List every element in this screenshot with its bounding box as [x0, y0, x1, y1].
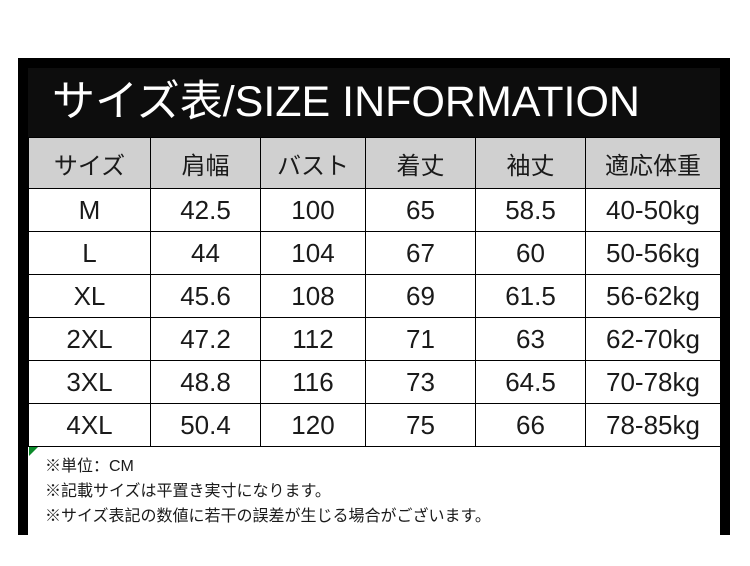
cell-weight: 40-50kg [585, 188, 721, 232]
cell-shoulder: 47.2 [150, 317, 261, 361]
cell-length: 67 [365, 231, 476, 275]
page-title: サイズ表/SIZE INFORMATION [52, 78, 640, 126]
cell-length: 69 [365, 274, 476, 318]
cell-bust: 104 [260, 231, 366, 275]
cell-bust: 112 [260, 317, 366, 361]
table-row: M 42.5 100 65 58.5 40-50kg [28, 188, 721, 232]
cell-bust: 116 [260, 360, 366, 404]
size-table: サイズ 肩幅 バスト 着丈 袖丈 適応体重 M 42.5 100 65 58.5 [28, 137, 721, 447]
cell-shoulder: 45.6 [150, 274, 261, 318]
comment-indicator-icon [29, 447, 38, 456]
cell-size: 3XL [28, 360, 151, 404]
table-row: 3XL 48.8 116 73 64.5 70-78kg [28, 360, 721, 404]
cell-shoulder: 44 [150, 231, 261, 275]
cell-bust: 100 [260, 188, 366, 232]
cell-length: 73 [365, 360, 476, 404]
column-header-sleeve: 袖丈 [475, 137, 586, 189]
cell-weight: 70-78kg [585, 360, 721, 404]
table-row: 2XL 47.2 112 71 63 62-70kg [28, 317, 721, 361]
cell-size: M [28, 188, 151, 232]
cell-size: 2XL [28, 317, 151, 361]
cell-length: 75 [365, 403, 476, 447]
size-chart-panel-inner: サイズ表/SIZE INFORMATION サイズ 肩幅 バスト 着丈 袖丈 適… [28, 68, 721, 536]
cell-sleeve: 60 [475, 231, 586, 275]
cell-bust: 108 [260, 274, 366, 318]
size-table-body: M 42.5 100 65 58.5 40-50kg L 44 104 67 6… [28, 188, 721, 447]
table-header-row: サイズ 肩幅 バスト 着丈 袖丈 適応体重 [28, 137, 721, 189]
cell-sleeve: 61.5 [475, 274, 586, 318]
notes-block: ※単位：CM ※記載サイズは平置き実寸になります。 ※サイズ表記の数値に若干の誤… [28, 447, 720, 536]
table-row: L 44 104 67 60 50-56kg [28, 231, 721, 275]
column-header-weight: 適応体重 [585, 137, 721, 189]
cell-bust: 120 [260, 403, 366, 447]
cell-size: 4XL [28, 403, 151, 447]
note-flat-measure: ※記載サイズは平置き実寸になります。 [45, 483, 331, 500]
cell-shoulder: 48.8 [150, 360, 261, 404]
cell-sleeve: 66 [475, 403, 586, 447]
cell-weight: 62-70kg [585, 317, 721, 361]
size-chart-panel: サイズ表/SIZE INFORMATION サイズ 肩幅 バスト 着丈 袖丈 適… [18, 58, 730, 536]
table-row: 4XL 50.4 120 75 66 78-85kg [28, 403, 721, 447]
cell-sleeve: 63 [475, 317, 586, 361]
size-table-head: サイズ 肩幅 バスト 着丈 袖丈 適応体重 [28, 137, 721, 189]
table-row: XL 45.6 108 69 61.5 56-62kg [28, 274, 721, 318]
column-header-bust: バスト [260, 137, 366, 189]
cell-weight: 56-62kg [585, 274, 721, 318]
cell-size: XL [28, 274, 151, 318]
column-header-length: 着丈 [365, 137, 476, 189]
note-tolerance: ※サイズ表記の数値に若干の誤差が生じる場合がございます。 [45, 508, 491, 525]
cell-sleeve: 58.5 [475, 188, 586, 232]
cell-length: 65 [365, 188, 476, 232]
cell-sleeve: 64.5 [475, 360, 586, 404]
cell-length: 71 [365, 317, 476, 361]
cell-weight: 78-85kg [585, 403, 721, 447]
note-unit: ※単位：CM [45, 458, 134, 475]
cell-shoulder: 50.4 [150, 403, 261, 447]
cell-weight: 50-56kg [585, 231, 721, 275]
column-header-shoulder: 肩幅 [150, 137, 261, 189]
title-banner: サイズ表/SIZE INFORMATION [28, 68, 720, 137]
column-header-size: サイズ [28, 137, 151, 189]
cell-shoulder: 42.5 [150, 188, 261, 232]
cell-size: L [28, 231, 151, 275]
